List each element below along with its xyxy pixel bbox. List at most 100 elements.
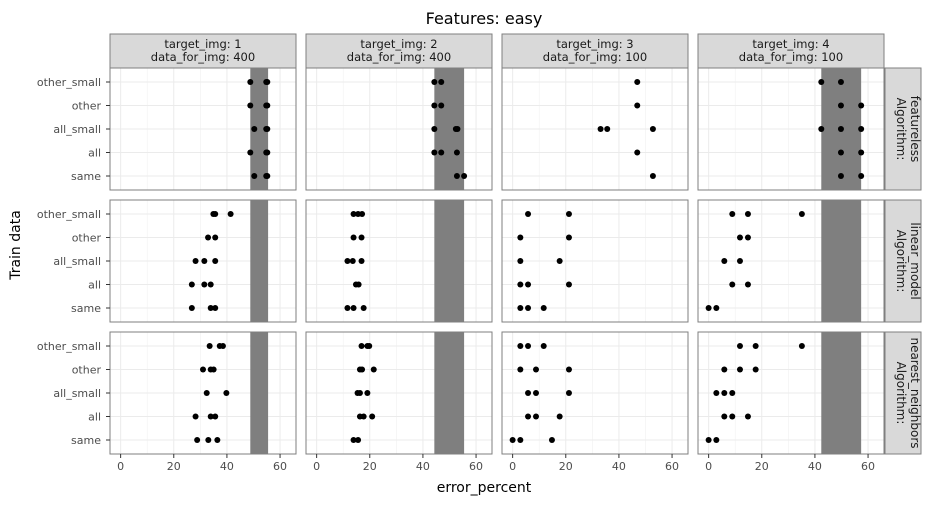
- data-point: [359, 366, 366, 373]
- data-point: [264, 173, 271, 179]
- data-point: [798, 343, 805, 349]
- data-point: [206, 343, 213, 349]
- data-point: [752, 343, 759, 349]
- data-point: [358, 258, 365, 264]
- data-point: [818, 126, 825, 132]
- y-tick-label: same: [71, 434, 101, 447]
- data-point: [713, 437, 720, 443]
- panel-border: [501, 199, 689, 323]
- facet-panel: [109, 331, 297, 455]
- y-tick-label: all_small: [53, 387, 101, 400]
- data-point: [461, 173, 468, 179]
- data-point: [634, 79, 641, 85]
- data-point: [565, 366, 572, 373]
- reference-band: [434, 200, 465, 322]
- data-point: [858, 102, 865, 109]
- data-point: [565, 211, 572, 217]
- row-strip-sublabel: linear_model: [908, 222, 922, 299]
- row-strip-label: Algorithm:: [894, 98, 908, 161]
- panel-border: [501, 331, 689, 455]
- data-point: [247, 149, 254, 156]
- data-point: [212, 211, 219, 217]
- x-tick-label: 0: [705, 460, 712, 473]
- row-strip: [884, 331, 922, 455]
- x-tick-label: 60: [861, 460, 875, 473]
- data-point: [837, 126, 844, 132]
- data-point: [705, 437, 712, 443]
- data-point: [858, 149, 865, 156]
- data-point: [453, 149, 460, 156]
- reference-band: [821, 332, 862, 454]
- data-point: [212, 305, 219, 311]
- data-point: [431, 79, 438, 85]
- chart-title: Features: easy: [426, 9, 543, 28]
- reference-band: [250, 332, 269, 454]
- data-point: [203, 390, 210, 396]
- data-point: [369, 413, 376, 420]
- data-point: [360, 305, 367, 311]
- data-point: [517, 258, 524, 264]
- data-point: [517, 234, 524, 241]
- data-point: [525, 343, 532, 349]
- x-tick-label: 60: [469, 460, 483, 473]
- data-point: [205, 437, 212, 443]
- data-point: [192, 258, 199, 264]
- reference-band: [821, 200, 862, 322]
- data-point: [729, 390, 736, 396]
- data-point: [364, 390, 371, 396]
- y-axis-label: Train data: [8, 210, 24, 281]
- data-point: [251, 126, 258, 132]
- data-point: [264, 102, 271, 109]
- data-point: [207, 305, 214, 311]
- data-point: [565, 234, 572, 241]
- data-point: [438, 102, 445, 109]
- data-point: [212, 413, 219, 420]
- column-strip-sublabel: data_for_img: 100: [543, 50, 647, 64]
- data-point: [227, 211, 234, 217]
- data-point: [744, 281, 751, 288]
- column-strip-sublabel: data_for_img: 400: [347, 50, 451, 64]
- data-point: [556, 258, 563, 264]
- data-point: [438, 79, 445, 85]
- data-point: [736, 343, 743, 349]
- x-tick-label: 40: [220, 460, 234, 473]
- data-point: [721, 366, 728, 373]
- data-point: [533, 413, 540, 420]
- x-axis-label: error_percent: [437, 480, 532, 496]
- data-point: [438, 149, 445, 156]
- row-strip-sublabel: nearest_neighbors: [908, 337, 922, 448]
- facet-panel: [109, 67, 297, 191]
- x-tick-label: 40: [808, 460, 822, 473]
- x-tick-label: 20: [167, 460, 181, 473]
- panel-border: [305, 199, 493, 323]
- data-point: [752, 366, 759, 373]
- row-strip-label: Algorithm:: [894, 230, 908, 293]
- data-point: [366, 343, 373, 349]
- data-point: [247, 79, 254, 85]
- data-point: [565, 390, 572, 396]
- panel-border: [697, 199, 885, 323]
- column-strip: [501, 33, 689, 69]
- data-point: [649, 126, 656, 132]
- data-point: [264, 79, 271, 85]
- data-point: [205, 234, 212, 241]
- data-point: [350, 211, 357, 217]
- y-tick-label: other_small: [37, 208, 101, 221]
- data-point: [744, 211, 751, 217]
- data-point: [597, 126, 604, 132]
- data-point: [192, 413, 199, 420]
- data-point: [349, 258, 356, 264]
- panel-border: [501, 67, 689, 191]
- y-tick-label: same: [71, 302, 101, 315]
- data-point: [359, 211, 366, 217]
- data-point: [634, 102, 641, 109]
- data-point: [344, 258, 351, 264]
- data-point: [517, 343, 524, 349]
- x-tick-label: 60: [665, 460, 679, 473]
- data-point: [713, 305, 720, 311]
- data-point: [858, 126, 865, 132]
- data-point: [713, 390, 720, 396]
- data-point: [355, 437, 362, 443]
- data-point: [744, 413, 751, 420]
- y-tick-label: all: [88, 411, 101, 424]
